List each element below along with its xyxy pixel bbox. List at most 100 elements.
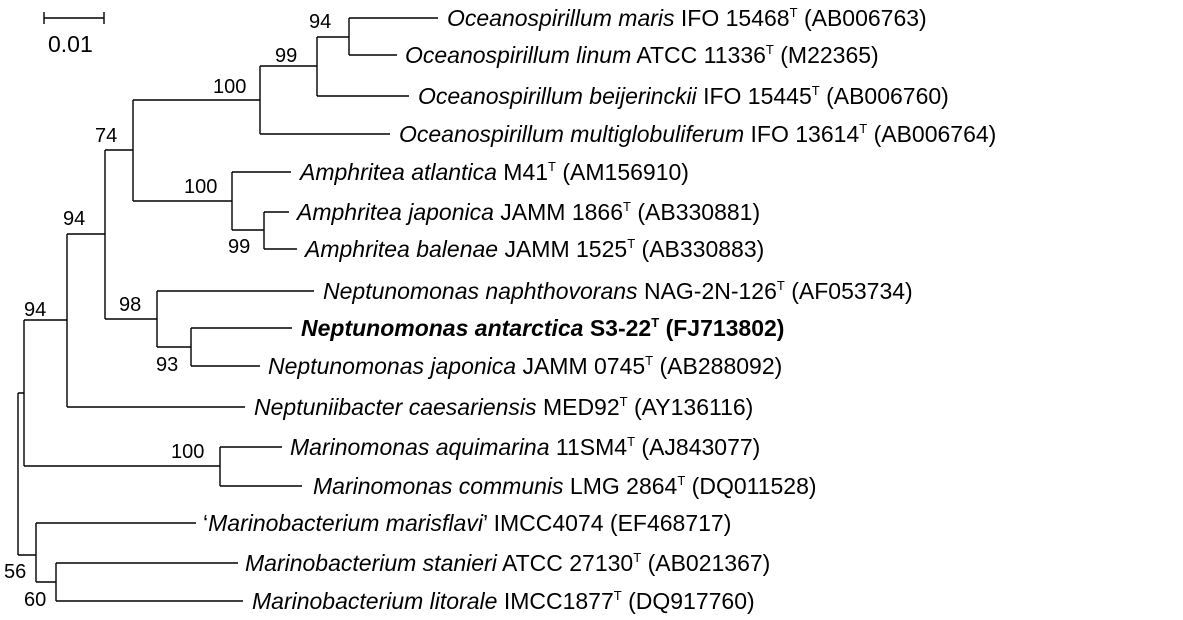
taxon-species: Marinobacterium marisflavi <box>208 510 484 536</box>
taxon-label: Amphritea japonica JAMM 1866T (AB330881) <box>295 199 760 225</box>
taxon-strain: IFO 13614 <box>751 121 860 147</box>
bootstrap-value: 93 <box>156 354 178 376</box>
taxon-label: Neptuniibacter caesariensis MED92T (AY13… <box>254 394 753 420</box>
bootstrap-value: 100 <box>213 76 246 98</box>
taxon-label: Marinomonas aquimarina 11SM4T (AJ843077) <box>290 434 760 460</box>
taxon-species: Amphritea atlantica <box>298 159 497 185</box>
bootstrap-value: 60 <box>24 589 46 611</box>
type-strain-mark: T <box>627 434 635 449</box>
taxon-accession: (M22365) <box>780 42 878 68</box>
bootstrap-value: 94 <box>309 11 331 33</box>
bootstrap-value: 100 <box>184 176 217 198</box>
taxon-label-highlighted: Neptunomonas antarctica S3-22T (FJ713802… <box>301 315 784 341</box>
taxon-strain: M41 <box>503 159 548 185</box>
taxon-strain: IMCC1877 <box>504 588 614 614</box>
taxon-accession: (DQ917760) <box>628 588 755 614</box>
taxon-species: Marinobacterium stanieri <box>245 550 498 576</box>
type-strain-mark: T <box>651 315 659 330</box>
type-strain-mark: T <box>548 159 556 174</box>
taxon-label: Oceanospirillum multiglobuliferum IFO 13… <box>399 121 996 147</box>
taxon-accession: (AB006760) <box>826 83 949 109</box>
type-strain-mark: T <box>859 121 867 136</box>
taxon-strain: NAG-2N-126 <box>644 278 777 304</box>
taxon-accession: (AB330883) <box>642 236 765 262</box>
type-strain-mark: T <box>633 550 641 565</box>
bootstrap-value: 74 <box>95 125 117 147</box>
taxon-species: Neptuniibacter caesariensis <box>254 394 537 420</box>
taxon-accession: (AB006764) <box>874 121 997 147</box>
type-strain-mark: T <box>677 473 685 488</box>
taxon-label: ‘Marinobacterium marisflavi’ IMCC4074 (E… <box>203 510 731 536</box>
taxon-strain: JAMM 0745 <box>522 353 645 379</box>
taxon-strain: LMG 2864 <box>570 473 678 499</box>
taxon-label: Neptunomonas japonica JAMM 0745T (AB2880… <box>268 353 782 379</box>
taxon-strain: JAMM 1866 <box>500 199 623 225</box>
taxon-accession: (FJ713802) <box>666 315 785 341</box>
bootstrap-value: 99 <box>275 45 297 67</box>
taxon-species: Amphritea japonica <box>295 199 494 225</box>
taxon-strain: S3-22 <box>590 315 651 341</box>
taxon-species: Neptunomonas antarctica <box>301 315 584 341</box>
taxon-species: Marinobacterium litorale <box>252 588 497 614</box>
taxon-accession: (AJ843077) <box>641 434 760 460</box>
type-strain-mark: T <box>777 278 785 293</box>
taxon-species: Neptunomonas naphthovorans <box>323 278 638 304</box>
bootstrap-value: 100 <box>171 441 204 463</box>
taxon-species: Marinomonas communis <box>313 473 564 499</box>
type-strain-mark: T <box>623 199 631 214</box>
taxon-species: Oceanospirillum linum <box>405 42 631 68</box>
taxon-species: Neptunomonas japonica <box>268 353 516 379</box>
taxon-species: Marinomonas aquimarina <box>290 434 550 460</box>
scale-bar-label: 0.01 <box>48 31 93 57</box>
taxon-strain: IFO 15468 <box>681 5 790 31</box>
tree-branches <box>17 17 438 602</box>
taxon-label: Oceanospirillum linum ATCC 11336T (M2236… <box>405 42 879 68</box>
bootstrap-value: 99 <box>228 236 250 258</box>
taxon-strain: IMCC4074 <box>494 510 604 536</box>
bootstrap-values: 94 99 100 74 100 99 98 93 94 94 100 56 6… <box>4 11 331 611</box>
taxon-accession: (AB006763) <box>804 5 927 31</box>
taxon-quote-close: ’ <box>483 510 487 536</box>
taxon-label: Neptunomonas naphthovorans NAG-2N-126T (… <box>323 278 913 304</box>
taxon-strain: 11SM4 <box>556 434 627 460</box>
type-strain-mark: T <box>620 394 628 409</box>
taxon-label: Marinobacterium stanieri ATCC 27130T (AB… <box>245 550 770 576</box>
taxon-label: Marinomonas communis LMG 2864T (DQ011528… <box>313 473 817 499</box>
taxon-accession: (AB330881) <box>637 199 760 225</box>
taxon-label: Amphritea balenae JAMM 1525T (AB330883) <box>303 236 764 262</box>
type-strain-mark: T <box>627 236 635 251</box>
taxon-strain: JAMM 1525 <box>504 236 627 262</box>
scale-bar: 0.01 <box>43 12 105 57</box>
taxon-species: Oceanospirillum multiglobuliferum <box>399 121 744 147</box>
taxon-accession: (EF468717) <box>610 510 731 536</box>
taxon-labels: Oceanospirillum maris IFO 15468T (AB0067… <box>203 5 996 614</box>
type-strain-mark: T <box>812 83 820 98</box>
taxon-accession: (AM156910) <box>562 159 689 185</box>
type-strain-mark: T <box>645 353 653 368</box>
taxon-label: Amphritea atlantica M41T (AM156910) <box>298 159 689 185</box>
taxon-species: Oceanospirillum maris <box>447 5 675 31</box>
taxon-species: Oceanospirillum beijerinckii <box>418 83 698 109</box>
taxon-strain: IFO 15445 <box>703 83 812 109</box>
taxon-strain: MED92 <box>543 394 620 420</box>
bootstrap-value: 94 <box>24 299 46 321</box>
bootstrap-value: 56 <box>4 561 26 583</box>
type-strain-mark: T <box>614 588 622 603</box>
taxon-strain: ATCC 11336 <box>636 42 766 68</box>
type-strain-mark: T <box>790 5 798 20</box>
taxon-accession: (AY136116) <box>634 394 753 420</box>
taxon-quote-open: ‘ <box>203 510 208 536</box>
taxon-label: Marinobacterium litorale IMCC1877T (DQ91… <box>252 588 755 614</box>
taxon-label: Oceanospirillum beijerinckii IFO 15445T … <box>418 83 949 109</box>
taxon-accession: (AB021367) <box>648 550 771 576</box>
type-strain-mark: T <box>766 42 774 57</box>
taxon-accession: (DQ011528) <box>692 473 817 499</box>
taxon-species: Amphritea balenae <box>303 236 498 262</box>
taxon-strain: ATCC 27130 <box>502 550 633 576</box>
taxon-accession: (AB288092) <box>660 353 783 379</box>
bootstrap-value: 98 <box>119 294 141 316</box>
taxon-accession: (AF053734) <box>791 278 912 304</box>
taxon-label: Oceanospirillum maris IFO 15468T (AB0067… <box>447 5 927 31</box>
bootstrap-value: 94 <box>63 208 85 230</box>
